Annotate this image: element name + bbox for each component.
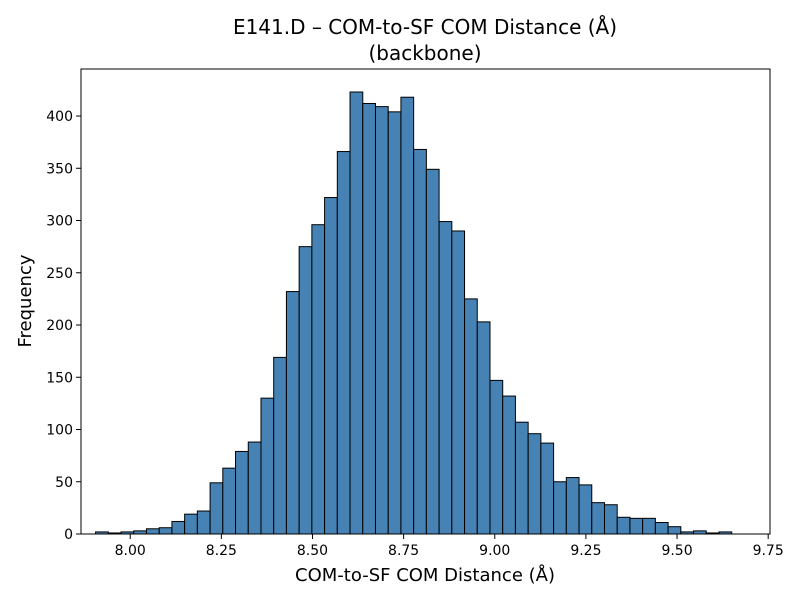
- histogram-bar: [311, 224, 326, 535]
- x-tick-label: 9.50: [661, 543, 692, 559]
- y-tick-label: 350: [46, 161, 73, 177]
- histogram-bar: [298, 246, 313, 535]
- histogram-bar: [362, 102, 376, 535]
- histogram-bar: [349, 91, 364, 535]
- histogram-bar: [324, 197, 338, 535]
- histogram-bar: [145, 528, 160, 535]
- x-axis-ticks: 8.00 8.25 8.50 8.75 9.00 9.25 9.50 9.75: [115, 534, 784, 559]
- histogram-bar: [235, 450, 249, 535]
- x-tick-label: 9.75: [753, 543, 784, 559]
- histogram-bar: [184, 513, 198, 535]
- histogram-bar: [400, 96, 415, 535]
- histogram-bar: [222, 467, 237, 535]
- histogram-bar: [565, 477, 580, 535]
- histogram-bar: [591, 502, 605, 535]
- histogram-bar: [553, 481, 567, 535]
- histogram-bar: [247, 441, 262, 535]
- histogram-bar: [196, 510, 211, 535]
- y-axis-ticks: 0 50 100 150 200 250 300 350 400: [46, 109, 81, 543]
- histogram-bar: [654, 522, 669, 535]
- histogram-bar: [285, 291, 300, 535]
- histogram-bar: [387, 111, 402, 535]
- x-axis-label: COM-to-SF COM Distance (Å): [295, 564, 555, 586]
- y-tick-label: 150: [46, 370, 73, 386]
- y-tick-label: 100: [46, 423, 73, 439]
- histogram-bar: [336, 151, 351, 535]
- histogram-bar: [603, 504, 618, 535]
- x-tick-label: 9.00: [479, 543, 510, 559]
- histogram-bar: [171, 520, 186, 535]
- plot-frame: [80, 68, 771, 535]
- histogram-bar: [629, 517, 644, 535]
- x-tick-label: 8.25: [206, 543, 237, 559]
- y-tick-label: 250: [46, 266, 73, 282]
- histogram-bar: [642, 517, 656, 535]
- histogram-bar: [209, 482, 224, 535]
- histogram-bar: [464, 298, 478, 535]
- histogram-bar: [451, 230, 466, 535]
- x-tick-label: 8.75: [388, 543, 419, 559]
- x-tick-label: 8.00: [115, 543, 146, 559]
- x-tick-label: 8.50: [297, 543, 328, 559]
- histogram-bar: [476, 321, 491, 535]
- histogram-bar: [616, 516, 631, 535]
- histogram-bar: [438, 221, 453, 535]
- y-tick-label: 200: [46, 318, 73, 334]
- histogram-bar: [578, 484, 593, 535]
- histogram-bar: [667, 526, 682, 535]
- chart-subtitle: (backbone): [368, 41, 481, 65]
- histogram-bar: [374, 106, 389, 535]
- histogram-bar: [273, 356, 287, 535]
- y-tick-label: 0: [64, 527, 73, 543]
- y-tick-label: 400: [46, 109, 73, 125]
- chart-title: E141.D – COM-to-SF COM Distance (Å): [233, 15, 617, 39]
- y-tick-label: 50: [55, 475, 73, 491]
- histogram-bar: [425, 168, 440, 535]
- histogram-bar: [502, 395, 516, 535]
- histogram-bar: [489, 379, 504, 535]
- histogram-bar: [413, 148, 427, 535]
- histogram-bar: [514, 421, 529, 535]
- histogram-bar: [527, 433, 542, 535]
- y-tick-label: 300: [46, 214, 73, 230]
- histogram-bar: [158, 527, 173, 535]
- y-axis-label: Frequency: [15, 254, 36, 347]
- histogram-bar: [260, 397, 275, 535]
- bars-group: [95, 91, 733, 535]
- x-tick-label: 9.25: [570, 543, 601, 559]
- histogram-bar: [540, 442, 555, 535]
